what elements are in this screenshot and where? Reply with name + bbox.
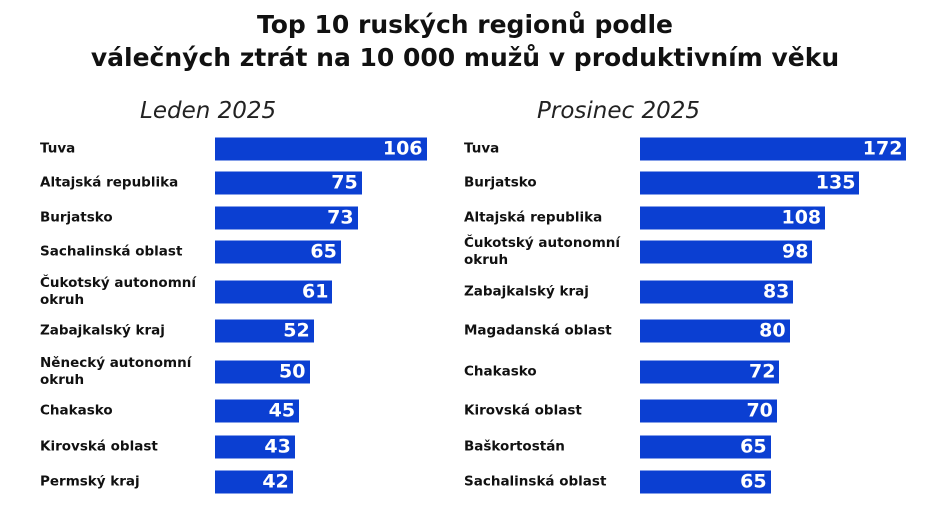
data-label: 172 xyxy=(862,137,903,160)
category-label: Čukotský autonomní okruh xyxy=(464,235,621,268)
category-label: Permský kraj xyxy=(40,473,140,490)
category-label: Zabajkalský kraj xyxy=(464,283,589,300)
data-label: 73 xyxy=(327,206,354,229)
chart-title: Top 10 ruských regionů podle válečných z… xyxy=(0,8,930,74)
bar: 50 xyxy=(215,360,310,384)
data-label: 108 xyxy=(781,206,822,229)
data-label: 70 xyxy=(746,399,773,422)
data-label: 135 xyxy=(815,171,856,194)
category-label: Baškortostán xyxy=(464,438,565,455)
data-label: 61 xyxy=(302,280,329,303)
bar: 65 xyxy=(640,470,771,494)
bar: 83 xyxy=(640,280,794,304)
bar: 98 xyxy=(640,240,813,264)
category-label: Chakasko xyxy=(40,402,113,419)
category-label: Něnecký autonomní okruh xyxy=(40,355,192,388)
bar: 73 xyxy=(215,206,358,230)
category-label: Zabajkalský kraj xyxy=(40,322,165,339)
bar: 80 xyxy=(640,319,790,343)
data-label: 80 xyxy=(759,319,786,342)
category-label: Altajská republika xyxy=(40,174,179,191)
title-line-1: Top 10 ruských regionů podle xyxy=(257,10,673,39)
bar: 42 xyxy=(215,470,293,494)
data-label: 65 xyxy=(740,470,767,493)
category-label: Tuva xyxy=(464,140,500,157)
bar: 72 xyxy=(640,360,780,384)
bar: 43 xyxy=(215,435,295,459)
category-label: Sachalinská oblast xyxy=(40,243,183,260)
category-label: Chakasko xyxy=(464,363,537,380)
data-label: 65 xyxy=(310,240,337,263)
data-label: 72 xyxy=(748,360,776,383)
bar: 135 xyxy=(640,171,860,195)
data-label: 50 xyxy=(279,360,306,383)
category-label: Kirovská oblast xyxy=(40,438,158,455)
data-label: 43 xyxy=(264,435,291,458)
bar: 108 xyxy=(640,206,826,230)
category-label: Kirovská oblast xyxy=(464,402,582,419)
category-label: Sachalinská oblast xyxy=(464,473,607,490)
data-label: 45 xyxy=(268,399,296,422)
bar: 65 xyxy=(640,435,771,459)
category-label: Magadanská oblast xyxy=(464,322,612,339)
data-label: 106 xyxy=(382,137,423,160)
right-chart-title: Prosinec 2025 xyxy=(537,98,700,124)
bar: 172 xyxy=(640,137,907,161)
data-label: 98 xyxy=(782,240,809,263)
bar: 70 xyxy=(640,399,777,423)
category-label: Čukotský autonomní okruh xyxy=(40,275,197,308)
data-label: 75 xyxy=(331,171,358,194)
bar: 52 xyxy=(215,319,314,343)
category-label: Burjatsko xyxy=(40,209,113,226)
left-chart-title: Leden 2025 xyxy=(140,98,277,124)
bar: 106 xyxy=(215,137,427,161)
category-label: Tuva xyxy=(40,140,76,157)
bar: 65 xyxy=(215,240,341,264)
category-label: Burjatsko xyxy=(464,174,537,191)
data-label: 42 xyxy=(262,470,289,493)
data-label: 83 xyxy=(762,280,790,303)
bar: 75 xyxy=(215,171,362,195)
data-label: 65 xyxy=(740,435,767,458)
category-label: Altajská republika xyxy=(464,209,603,226)
data-label: 52 xyxy=(283,319,310,342)
title-line-2: válečných ztrát na 10 000 mužů v produkt… xyxy=(90,43,840,72)
bar: 45 xyxy=(215,399,300,423)
bar: 61 xyxy=(215,280,333,304)
